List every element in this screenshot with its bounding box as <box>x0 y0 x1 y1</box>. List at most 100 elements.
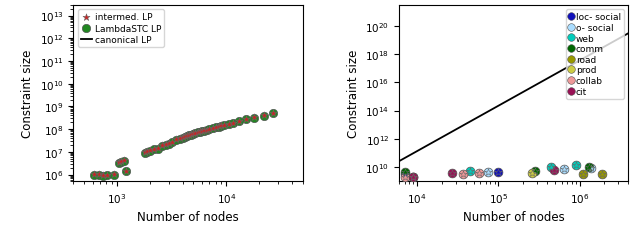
intermed. LP <box>140 150 150 154</box>
Point <box>571 163 581 167</box>
LambdaSTC LP <box>197 130 207 133</box>
LambdaSTC LP <box>180 135 190 139</box>
intermed. LP <box>180 135 190 138</box>
Point <box>571 163 581 167</box>
intermed. LP <box>190 131 200 135</box>
Y-axis label: Constraint size: Constraint size <box>21 50 34 138</box>
X-axis label: Number of nodes: Number of nodes <box>463 211 565 224</box>
Legend: intermed. LP, LambdaSTC LP, canonical LP: intermed. LP, LambdaSTC LP, canonical LP <box>78 10 164 48</box>
intermed. LP <box>121 169 131 173</box>
LambdaSTC LP <box>211 126 221 130</box>
Point <box>408 175 419 179</box>
intermed. LP <box>219 123 229 127</box>
Point <box>597 172 607 176</box>
Point <box>458 173 468 176</box>
Point <box>560 168 570 172</box>
Point <box>578 173 588 176</box>
LambdaSTC LP <box>249 116 259 120</box>
LambdaSTC LP <box>216 124 226 128</box>
intermed. LP <box>119 158 129 162</box>
LambdaSTC LP <box>188 132 198 136</box>
LambdaSTC LP <box>214 125 224 129</box>
intermed. LP <box>109 172 119 176</box>
Point <box>408 175 419 179</box>
Point <box>586 166 597 170</box>
intermed. LP <box>177 136 188 139</box>
intermed. LP <box>184 133 195 137</box>
Point <box>483 170 493 174</box>
LambdaSTC LP <box>109 173 119 177</box>
LambdaSTC LP <box>98 174 108 178</box>
LambdaSTC LP <box>119 159 129 163</box>
LambdaSTC LP <box>182 134 193 138</box>
Point <box>399 175 410 179</box>
LambdaSTC LP <box>204 128 214 131</box>
LambdaSTC LP <box>153 147 163 151</box>
intermed. LP <box>142 149 152 153</box>
Point <box>578 173 588 176</box>
intermed. LP <box>164 141 174 145</box>
LambdaSTC LP <box>164 142 174 146</box>
intermed. LP <box>145 148 155 152</box>
intermed. LP <box>214 125 224 128</box>
Point <box>408 175 419 179</box>
Y-axis label: Constraint size: Constraint size <box>346 50 360 138</box>
intermed. LP <box>216 124 226 128</box>
LambdaSTC LP <box>116 160 126 164</box>
LambdaSTC LP <box>167 141 177 145</box>
intermed. LP <box>153 146 163 150</box>
LambdaSTC LP <box>228 121 238 125</box>
LambdaSTC LP <box>199 129 209 133</box>
Point <box>530 169 540 173</box>
LambdaSTC LP <box>186 133 197 137</box>
X-axis label: Number of nodes: Number of nodes <box>137 211 239 224</box>
LambdaSTC LP <box>89 173 100 177</box>
Legend: loc- social, o- social, web, comm, road, prod, collab, cit: loc- social, o- social, web, comm, road,… <box>566 10 624 99</box>
intermed. LP <box>228 121 238 125</box>
Point <box>560 168 570 172</box>
Point <box>399 172 410 176</box>
Point <box>399 170 410 174</box>
Point <box>493 170 503 174</box>
Point <box>530 169 540 173</box>
intermed. LP <box>197 129 207 133</box>
Point <box>549 168 559 172</box>
LambdaSTC LP <box>241 118 251 122</box>
LambdaSTC LP <box>234 120 244 124</box>
LambdaSTC LP <box>258 114 269 118</box>
LambdaSTC LP <box>175 138 186 141</box>
Point <box>549 168 559 172</box>
intermed. LP <box>175 137 186 140</box>
intermed. LP <box>94 173 104 176</box>
LambdaSTC LP <box>172 139 182 143</box>
Point <box>474 171 484 175</box>
LambdaSTC LP <box>102 173 112 177</box>
Point <box>483 170 493 174</box>
intermed. LP <box>258 114 269 118</box>
LambdaSTC LP <box>161 143 171 147</box>
intermed. LP <box>182 134 193 137</box>
Point <box>584 165 594 169</box>
Point <box>527 172 537 175</box>
Point <box>447 172 457 175</box>
Point <box>586 166 597 170</box>
intermed. LP <box>234 120 244 123</box>
LambdaSTC LP <box>193 131 203 135</box>
Point <box>465 169 475 173</box>
Point <box>584 165 594 169</box>
Point <box>408 175 419 179</box>
intermed. LP <box>114 161 124 164</box>
intermed. LP <box>249 116 259 120</box>
Point <box>493 170 503 174</box>
intermed. LP <box>98 173 108 177</box>
LambdaSTC LP <box>219 124 229 127</box>
intermed. LP <box>241 118 251 121</box>
intermed. LP <box>207 126 218 130</box>
intermed. LP <box>161 143 171 146</box>
LambdaSTC LP <box>202 128 212 132</box>
LambdaSTC LP <box>223 123 234 126</box>
intermed. LP <box>102 173 112 177</box>
intermed. LP <box>149 147 160 151</box>
Point <box>465 169 475 173</box>
intermed. LP <box>89 172 100 176</box>
